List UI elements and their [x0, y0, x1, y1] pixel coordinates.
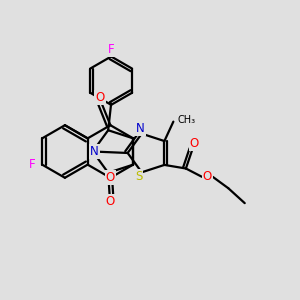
Text: O: O — [203, 170, 212, 183]
Text: S: S — [135, 170, 142, 183]
Text: O: O — [190, 136, 199, 150]
Text: O: O — [95, 91, 105, 104]
Text: N: N — [90, 145, 99, 158]
Text: CH₃: CH₃ — [178, 115, 196, 125]
Text: O: O — [106, 171, 115, 184]
Text: O: O — [105, 195, 114, 208]
Text: N: N — [136, 122, 145, 135]
Text: F: F — [29, 158, 36, 171]
Text: F: F — [108, 44, 115, 56]
